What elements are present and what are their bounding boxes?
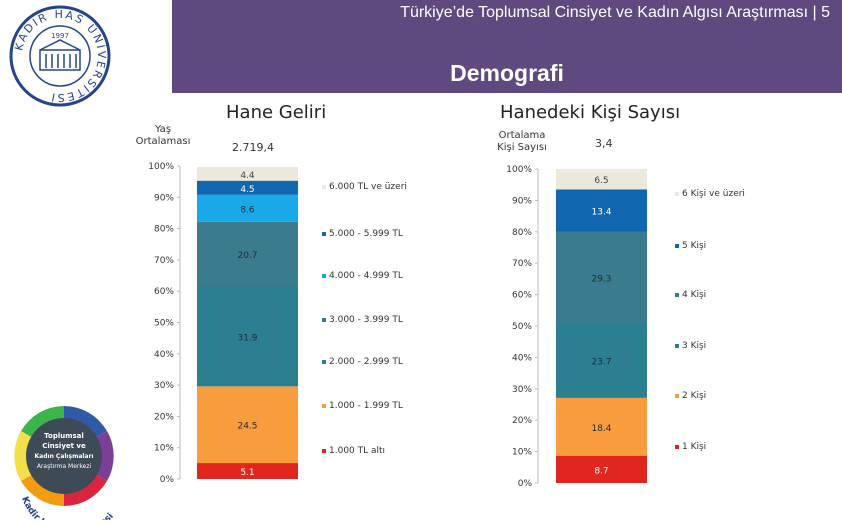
income-tick-label: 0% <box>160 475 175 485</box>
page-title: Türkiye’de Toplumsal Cinsiyet ve Kadın A… <box>400 4 830 21</box>
household-tick-label: 30% <box>512 385 532 395</box>
right-chart-title: Hanedeki Kişi Sayısı <box>500 102 681 123</box>
income-legend-swatch <box>322 404 326 408</box>
income-segment-5-000-5-999-tl <box>197 180 298 195</box>
household-tick-label: 100% <box>506 165 532 175</box>
household-data-label: 23.7 <box>591 358 611 368</box>
income-segment-2-000-2-999-tl <box>197 286 298 387</box>
income-legend-label: 3.000 - 3.999 TL <box>329 315 403 325</box>
household-legend-label: 5 Kişi <box>682 241 706 251</box>
income-tick-label: 60% <box>154 287 174 297</box>
household-data-label: 29.3 <box>591 274 611 284</box>
household-tick-label: 60% <box>512 291 532 301</box>
household-data-label: 13.4 <box>591 207 611 217</box>
household-legend-label: 6 Kişi ve üzeri <box>682 189 745 199</box>
left-stat-label: Yaş Ortalaması <box>135 124 191 147</box>
seal-year: 1997 <box>51 32 69 40</box>
university-seal-logo: KADIR HAS ÜNİVERSİTESİ 1997 <box>9 5 111 107</box>
income-tick-label: 100% <box>148 162 174 172</box>
income-legend-label: 6.000 TL ve üzeri <box>329 182 407 192</box>
household-tick-label: 20% <box>512 416 532 426</box>
right-stat-label: Ortalama Kişi Sayısı <box>497 130 547 153</box>
household-legend-swatch <box>675 445 679 449</box>
household-tick-label: 50% <box>512 322 532 332</box>
logo-line-1: Toplumsal <box>44 432 84 440</box>
household-segment-1-ki-i <box>556 455 647 483</box>
left-chart-title: Hane Geliri <box>226 102 327 123</box>
household-segment-5-ki-i <box>556 189 647 232</box>
income-legend-label: 5.000 - 5.999 TL <box>329 229 403 239</box>
household-legend-label: 4 Kişi <box>682 290 706 300</box>
household-data-label: 8.7 <box>594 466 608 476</box>
household-segment-2-ki-i <box>556 397 647 456</box>
income-legend-swatch <box>322 185 326 189</box>
income-data-label: 20.7 <box>237 251 257 261</box>
income-legend-label: 1.000 - 1.999 TL <box>329 401 403 411</box>
household-segment-3-ki-i <box>556 323 647 398</box>
household-tick-label: 70% <box>512 259 532 269</box>
income-segment-6-000-tl-ve-zeri <box>197 166 298 181</box>
household-segment-4-ki-i <box>556 231 647 324</box>
section-title: Demografi <box>450 60 564 86</box>
income-legend-swatch <box>322 274 326 278</box>
right-stat-value: 3,4 <box>595 137 613 150</box>
income-segment-4-000-4-999-tl <box>197 194 298 222</box>
income-legend-label: 2.000 - 2.999 TL <box>329 357 403 367</box>
household-legend-label: 3 Kişi <box>682 341 706 351</box>
income-tick-label: 70% <box>154 256 174 266</box>
household-tick-label: 90% <box>512 196 532 206</box>
income-segment-3-000-3-999-tl <box>197 221 298 287</box>
income-legend-label: 1.000 TL altı <box>329 446 385 456</box>
income-data-label: 24.5 <box>237 422 257 432</box>
income-tick-label: 90% <box>154 193 174 203</box>
income-data-label: 4.4 <box>240 171 255 181</box>
income-segment-1-000-1-999-tl <box>197 386 298 464</box>
income-tick-label: 80% <box>154 225 174 235</box>
household-tick-label: 0% <box>518 479 533 489</box>
income-data-label: 4.5 <box>240 185 254 195</box>
household-tick-label: 80% <box>512 228 532 238</box>
household-legend-swatch <box>675 293 679 297</box>
household-legend-label: 2 Kişi <box>682 391 706 401</box>
income-tick-label: 40% <box>154 350 174 360</box>
income-legend-label: 4.000 - 4.999 TL <box>329 271 403 281</box>
household-legend-swatch <box>675 244 679 248</box>
header-banner: Türkiye’de Toplumsal Cinsiyet ve Kadın A… <box>172 0 842 93</box>
household-segment-6-ki-i-ve-zeri <box>556 169 647 190</box>
household-data-label: 6.5 <box>594 176 608 186</box>
income-segment-1-000-tl-alt <box>197 463 298 479</box>
household-tick-label: 40% <box>512 353 532 363</box>
logo-line-3: Kadın Çalışmaları <box>35 453 94 460</box>
household-legend-swatch <box>675 192 679 196</box>
income-legend-swatch <box>322 360 326 364</box>
income-tick-label: 30% <box>154 381 174 391</box>
income-data-label: 5.1 <box>240 468 254 478</box>
income-tick-label: 10% <box>154 444 174 454</box>
income-legend-swatch <box>322 318 326 322</box>
household-tick-label: 10% <box>512 448 532 458</box>
income-legend-swatch <box>322 232 326 236</box>
income-tick-label: 50% <box>154 319 174 329</box>
left-stat-value: 2.719,4 <box>232 141 274 154</box>
household-data-label: 18.4 <box>591 424 611 434</box>
research-center-logo: Toplumsal Cinsiyet ve Kadın Çalışmaları … <box>14 406 116 520</box>
logo-line-2: Cinsiyet ve <box>42 442 86 450</box>
income-data-label: 8.6 <box>240 205 255 215</box>
income-tick-label: 20% <box>154 412 174 422</box>
household-legend-label: 1 Kişi <box>682 442 706 452</box>
income-data-label: 31.9 <box>237 333 257 343</box>
household-legend-swatch <box>675 394 679 398</box>
logo-line-4: Araştırma Merkezi <box>37 463 92 470</box>
household-legend-swatch <box>675 344 679 348</box>
income-legend-swatch <box>322 449 326 453</box>
